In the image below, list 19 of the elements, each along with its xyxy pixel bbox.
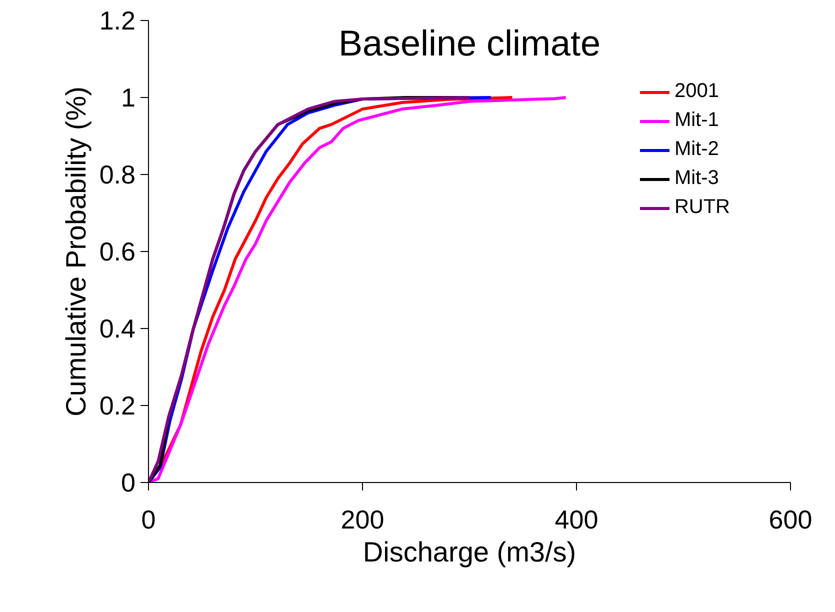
legend-label: RUTR — [674, 196, 730, 219]
y-tick-label: 1.2 — [99, 6, 136, 36]
legend-label: Mit-1 — [674, 109, 719, 132]
y-tick-label: 0.4 — [99, 314, 136, 344]
y-tick-label: 0.8 — [99, 160, 136, 190]
chart-title: Baseline climate — [338, 22, 601, 64]
x-tick-label: 400 — [554, 504, 598, 534]
y-tick-label: 1 — [121, 82, 136, 112]
x-tick-label: 0 — [141, 504, 156, 534]
legend-label: Mit-3 — [674, 167, 719, 190]
x-tick-label: 600 — [768, 504, 812, 534]
y-tick-label: 0 — [121, 468, 136, 498]
x-axis-title: Discharge (m3/s) — [362, 536, 576, 568]
x-tick-label: 200 — [340, 504, 384, 534]
y-tick-label: 0.6 — [99, 236, 136, 266]
y-tick-label: 0.2 — [99, 390, 136, 420]
legend-label: 2001 — [674, 80, 719, 103]
y-axis-title: Cumulative Probability (%) — [60, 86, 92, 416]
legend-label: Mit-2 — [674, 138, 719, 161]
